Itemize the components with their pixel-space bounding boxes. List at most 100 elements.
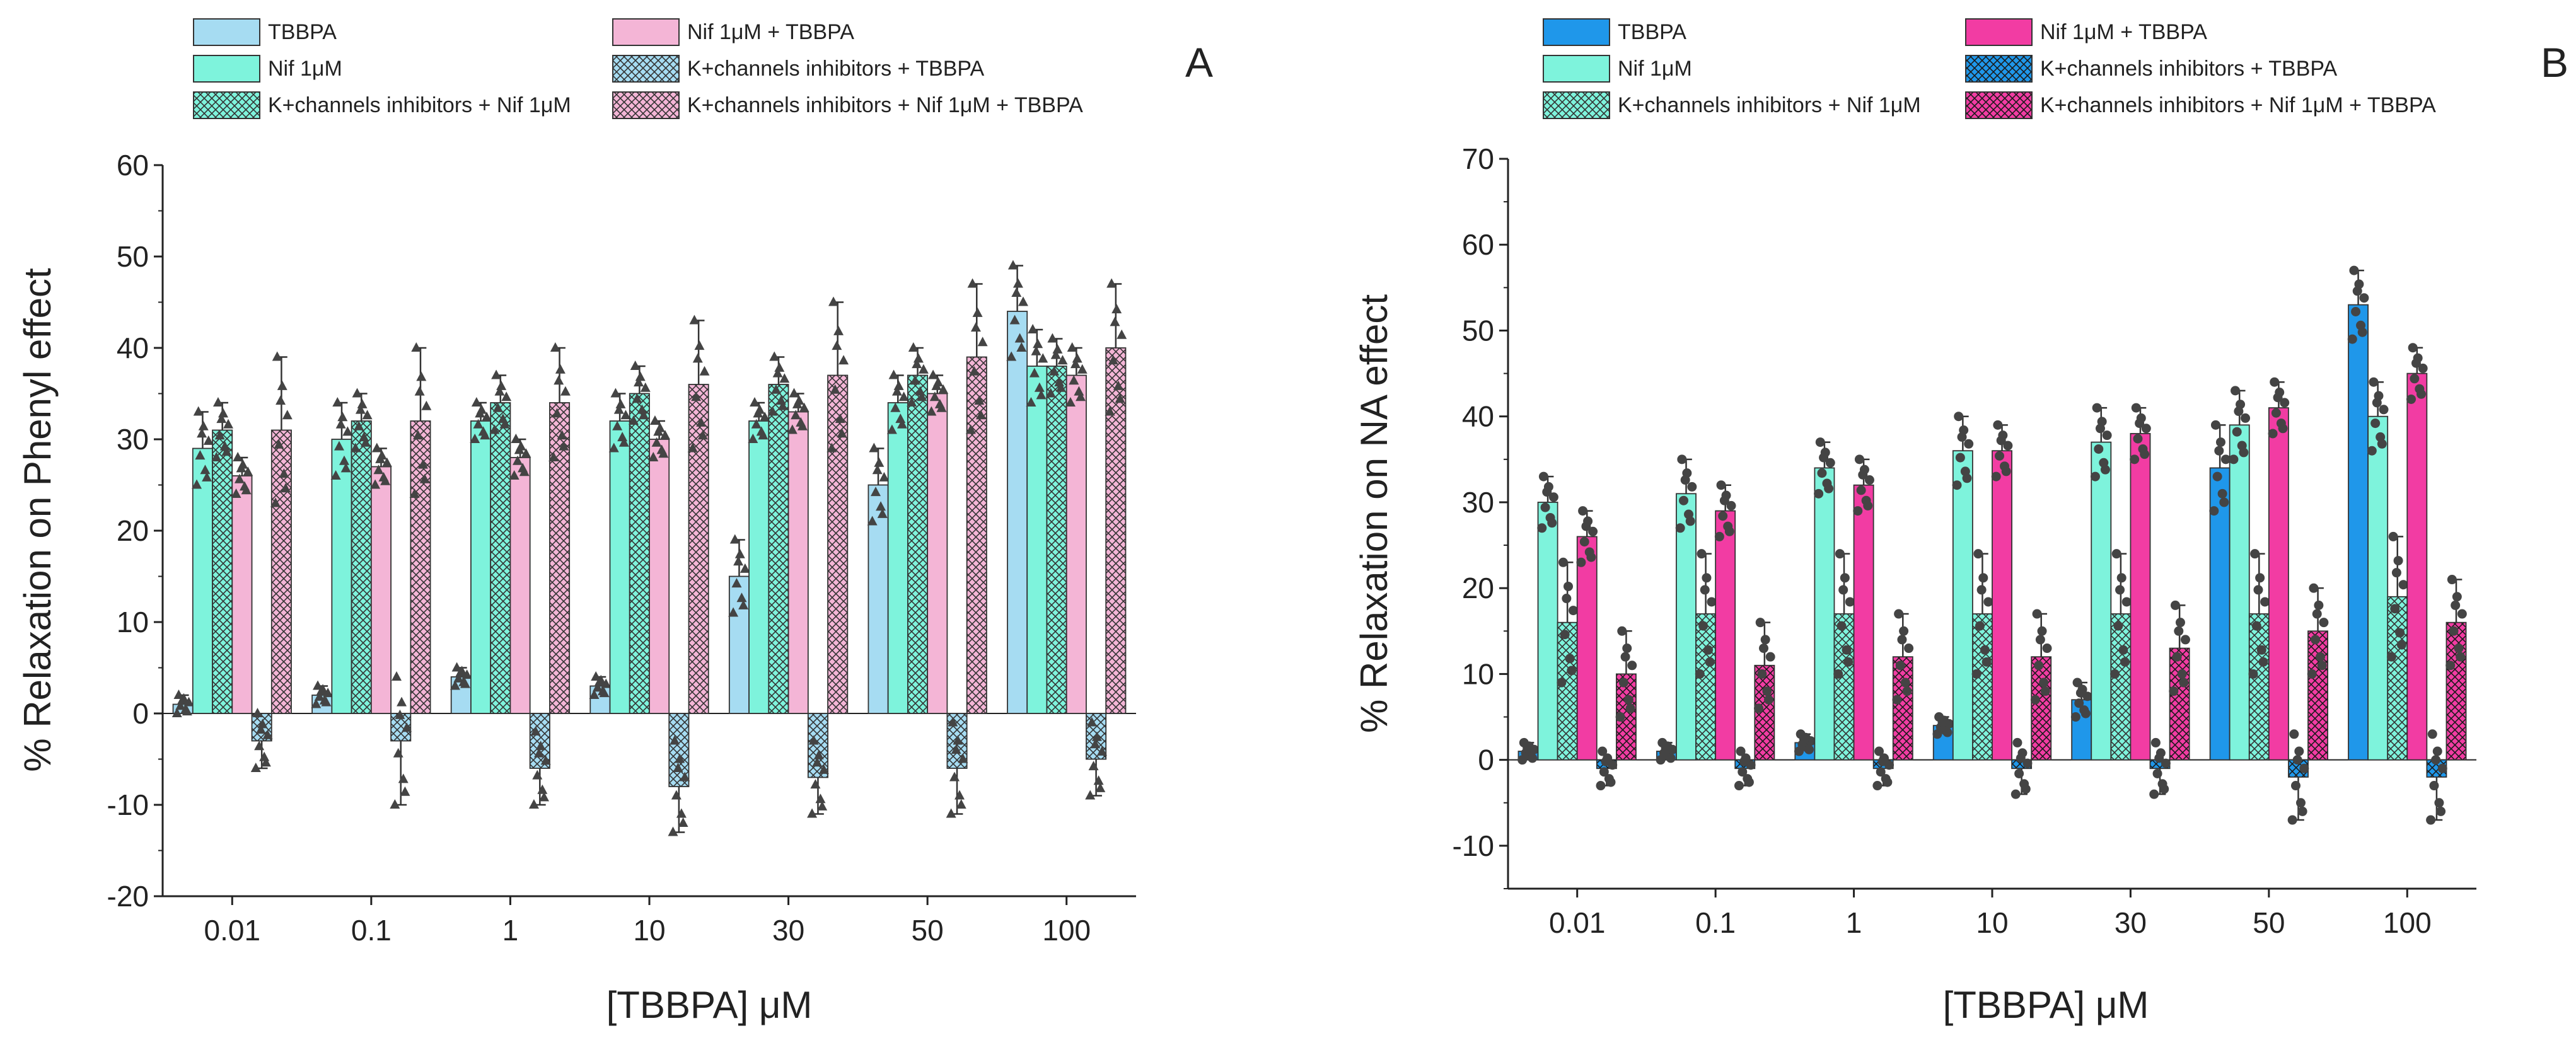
- data-point: [1564, 581, 1574, 591]
- data-point: [2427, 729, 2437, 739]
- bar-5-2: [907, 374, 929, 714]
- data-point: [635, 371, 646, 381]
- data-point: [2317, 661, 2327, 671]
- data-point: [221, 446, 232, 456]
- data-point: [2070, 712, 2080, 722]
- data-point: [1108, 355, 1118, 365]
- data-point: [557, 430, 567, 440]
- data-point: [2294, 746, 2304, 756]
- data-point: [491, 369, 502, 379]
- data-point: [1962, 473, 1972, 483]
- legend-swatch: [1965, 55, 2033, 83]
- data-point: [513, 455, 523, 465]
- data-point: [514, 444, 525, 454]
- data-point: [254, 741, 265, 751]
- data-point: [977, 337, 988, 347]
- data-point: [393, 747, 403, 758]
- data-point: [639, 410, 649, 420]
- data-point: [630, 361, 641, 370]
- data-point: [750, 397, 760, 407]
- data-point: [1996, 436, 2006, 446]
- data-point: [951, 744, 961, 754]
- data-point: [1617, 626, 1627, 636]
- data-point: [2395, 628, 2405, 638]
- data-point: [1113, 380, 1123, 390]
- data-point: [1754, 703, 1764, 713]
- data-point: [1018, 296, 1028, 306]
- data-point: [2116, 573, 2126, 583]
- data-point: [2379, 405, 2389, 415]
- data-point: [1679, 495, 1689, 505]
- y-tick-label: 60: [117, 149, 149, 182]
- data-point: [2436, 806, 2446, 816]
- data-point: [177, 695, 187, 705]
- data-point: [2133, 434, 2143, 444]
- data-point: [2102, 430, 2112, 441]
- legend-label: K+channels inhibitors + Nif 1μM: [1618, 93, 1921, 117]
- data-point: [2149, 789, 2159, 799]
- data-point: [808, 735, 819, 745]
- data-point: [2256, 645, 2266, 655]
- data-point: [828, 296, 838, 306]
- data-point: [2299, 763, 2309, 773]
- data-point: [350, 442, 361, 453]
- x-tick-label: 1: [502, 914, 519, 947]
- data-point: [818, 764, 829, 774]
- data-point: [2408, 343, 2418, 353]
- data-point: [1565, 654, 1575, 664]
- data-point: [2410, 374, 2420, 384]
- data-point: [1957, 432, 1967, 442]
- data-point: [2406, 394, 2416, 404]
- data-point: [760, 412, 770, 422]
- data-point: [528, 799, 539, 809]
- data-point: [357, 398, 368, 408]
- data-point: [2210, 420, 2220, 430]
- data-point: [277, 380, 287, 390]
- data-point: [2172, 652, 2182, 662]
- data-point: [2035, 635, 2045, 645]
- panel-a-y-axis-label: % Relaxation on Phenyl effect: [16, 268, 59, 772]
- data-point: [1853, 506, 1863, 516]
- bar-4-1: [748, 420, 770, 714]
- data-point: [2312, 609, 2322, 619]
- legend-label: TBBPA: [268, 20, 337, 44]
- data-point: [409, 488, 420, 498]
- data-point: [532, 770, 543, 780]
- data-point: [2095, 424, 2105, 434]
- data-point: [2248, 669, 2258, 679]
- data-point: [390, 799, 400, 809]
- data-point: [2232, 427, 2242, 437]
- data-point: [2393, 556, 2403, 566]
- data-point: [1578, 506, 1588, 516]
- data-point: [1028, 324, 1038, 333]
- data-point: [2447, 575, 2457, 585]
- y-tick-label: 10: [1462, 657, 1494, 690]
- data-point: [2289, 729, 2299, 739]
- data-point: [1666, 753, 1676, 763]
- data-point: [548, 452, 559, 461]
- bar-6-3: [2406, 372, 2428, 761]
- data-point: [751, 418, 762, 429]
- data-point: [2278, 424, 2288, 434]
- data-point: [198, 420, 209, 430]
- data-point: [1076, 391, 1086, 401]
- data-point: [274, 439, 284, 449]
- data-point: [2141, 424, 2151, 434]
- data-point: [589, 689, 600, 699]
- data-point: [898, 391, 909, 401]
- data-point: [1528, 753, 1538, 763]
- data-point: [1877, 756, 1888, 766]
- data-point: [629, 415, 639, 425]
- data-point: [255, 724, 266, 734]
- bar-6-1: [2367, 415, 2389, 761]
- data-point: [632, 393, 642, 403]
- data-point: [373, 464, 384, 475]
- data-point: [2040, 686, 2050, 696]
- data-point: [736, 592, 747, 603]
- data-point: [211, 452, 222, 461]
- data-point: [2411, 358, 2421, 368]
- data-point: [1757, 669, 1767, 679]
- bar-2-1: [1814, 467, 1835, 761]
- data-point: [2217, 488, 2227, 499]
- bar-6-0: [2348, 304, 2369, 761]
